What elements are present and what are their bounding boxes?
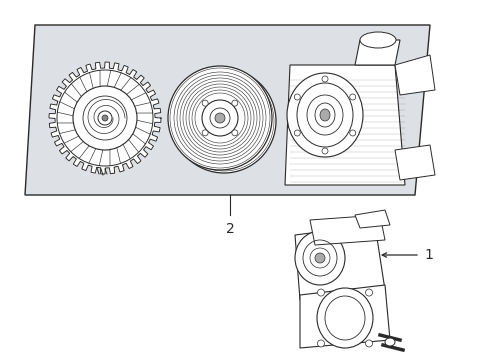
Ellipse shape bbox=[314, 103, 334, 127]
Ellipse shape bbox=[209, 108, 229, 128]
Ellipse shape bbox=[231, 100, 237, 106]
Ellipse shape bbox=[168, 66, 271, 170]
Ellipse shape bbox=[98, 111, 112, 125]
Ellipse shape bbox=[365, 289, 372, 296]
Ellipse shape bbox=[349, 94, 355, 100]
Ellipse shape bbox=[317, 289, 324, 296]
Ellipse shape bbox=[202, 100, 238, 136]
Ellipse shape bbox=[365, 340, 372, 347]
Polygon shape bbox=[285, 65, 404, 185]
Polygon shape bbox=[309, 215, 384, 245]
Ellipse shape bbox=[294, 231, 345, 285]
Ellipse shape bbox=[317, 340, 324, 347]
Ellipse shape bbox=[314, 253, 325, 263]
Polygon shape bbox=[294, 225, 384, 300]
Polygon shape bbox=[394, 55, 434, 95]
Ellipse shape bbox=[349, 130, 355, 136]
Ellipse shape bbox=[231, 130, 237, 136]
Polygon shape bbox=[354, 40, 399, 65]
Text: 2: 2 bbox=[225, 222, 234, 236]
Polygon shape bbox=[49, 62, 161, 174]
Ellipse shape bbox=[286, 73, 362, 157]
Polygon shape bbox=[394, 145, 434, 180]
Polygon shape bbox=[299, 285, 389, 348]
Ellipse shape bbox=[215, 113, 224, 123]
Ellipse shape bbox=[321, 76, 327, 82]
Ellipse shape bbox=[73, 86, 137, 150]
Ellipse shape bbox=[321, 148, 327, 154]
Ellipse shape bbox=[102, 115, 108, 121]
Polygon shape bbox=[25, 25, 429, 195]
Ellipse shape bbox=[202, 100, 208, 106]
Ellipse shape bbox=[316, 288, 372, 348]
Ellipse shape bbox=[202, 130, 208, 136]
Ellipse shape bbox=[172, 69, 275, 173]
Ellipse shape bbox=[319, 109, 329, 121]
Text: 1: 1 bbox=[423, 248, 432, 262]
Polygon shape bbox=[354, 210, 389, 228]
Ellipse shape bbox=[359, 32, 395, 48]
Ellipse shape bbox=[294, 130, 300, 136]
Ellipse shape bbox=[384, 338, 394, 346]
Ellipse shape bbox=[294, 94, 300, 100]
